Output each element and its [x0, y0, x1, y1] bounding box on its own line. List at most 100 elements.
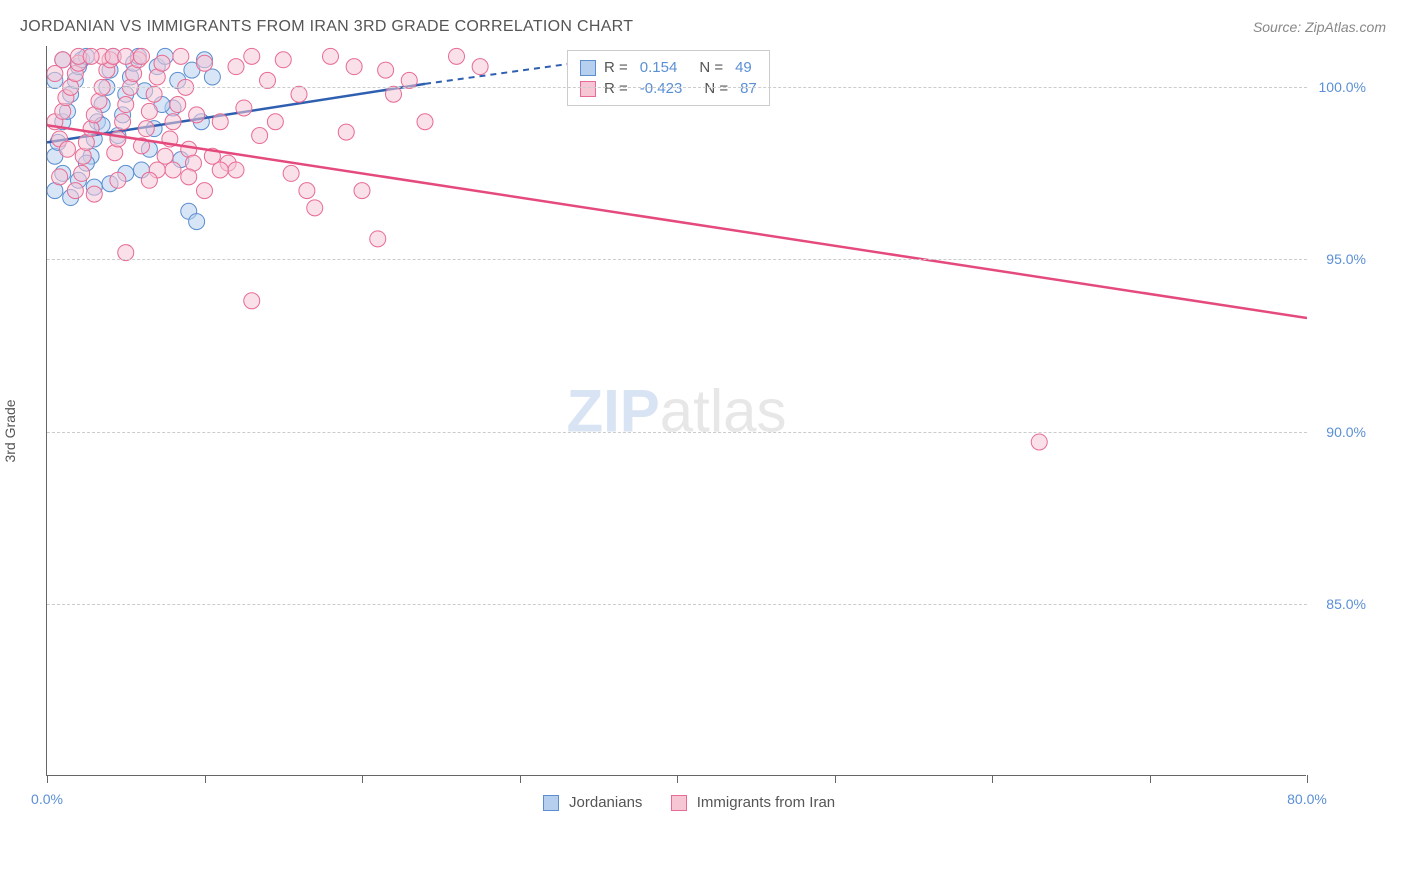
xtick — [1150, 775, 1151, 783]
scatter-point-iran — [386, 86, 402, 102]
xtick — [520, 775, 521, 783]
scatter-point-iran — [346, 59, 362, 75]
ytick-label: 100.0% — [1319, 79, 1366, 95]
scatter-point-iran — [260, 72, 276, 88]
scatter-point-iran — [1031, 434, 1047, 450]
scatter-point-iran — [141, 172, 157, 188]
scatter-point-iran — [115, 114, 131, 130]
legend-row-jordanians: R = 0.154 N = 49 — [580, 57, 757, 78]
scatter-point-iran — [86, 186, 102, 202]
scatter-point-iran — [141, 103, 157, 119]
scatter-point-iran — [472, 59, 488, 75]
scatter-point-iran — [417, 114, 433, 130]
scatter-point-iran — [323, 48, 339, 64]
scatter-point-iran — [401, 72, 417, 88]
scatter-point-iran — [165, 162, 181, 178]
xtick — [362, 775, 363, 783]
chart-source: Source: ZipAtlas.com — [1253, 19, 1386, 35]
xtick — [835, 775, 836, 783]
xtick — [1307, 775, 1308, 783]
r-value-iran: -0.423 — [640, 80, 683, 97]
xtick — [677, 775, 678, 783]
plot-area: ZIPatlas R = 0.154 N = 49 R = -0.423 N =… — [46, 46, 1306, 776]
gridline-h — [47, 259, 1307, 260]
scatter-point-iran — [370, 231, 386, 247]
scatter-point-iran — [181, 169, 197, 185]
scatter-point-iran — [236, 100, 252, 116]
scatter-point-iran — [170, 97, 186, 113]
scatter-point-iran — [74, 165, 90, 181]
xtick — [205, 775, 206, 783]
scatter-point-iran — [449, 48, 465, 64]
ytick-label: 95.0% — [1326, 251, 1366, 267]
scatter-point-iran — [228, 59, 244, 75]
scatter-point-iran — [275, 52, 291, 68]
scatter-point-iran — [244, 48, 260, 64]
scatter-point-iran — [118, 97, 134, 113]
r-value-jordanians: 0.154 — [640, 59, 678, 76]
chart-header: JORDANIAN VS IMMIGRANTS FROM IRAN 3RD GR… — [0, 0, 1406, 46]
scatter-point-iran — [244, 293, 260, 309]
xtick — [992, 775, 993, 783]
chart-title: JORDANIAN VS IMMIGRANTS FROM IRAN 3RD GR… — [20, 18, 633, 36]
y-axis-title: 3rd Grade — [2, 399, 18, 462]
scatter-point-iran — [378, 62, 394, 78]
r-label: R = — [604, 59, 628, 76]
swatch-iran-bottom — [671, 795, 687, 811]
bottom-legend: Jordanians Immigrants from Iran — [47, 794, 1307, 811]
swatch-jordanians-bottom — [543, 795, 559, 811]
scatter-point-iran — [110, 172, 126, 188]
ytick-label: 90.0% — [1326, 424, 1366, 440]
n-label: N = — [699, 59, 723, 76]
ytick-label: 85.0% — [1326, 596, 1366, 612]
legend-row-iran: R = -0.423 N = 87 — [580, 78, 757, 99]
scatter-point-iran — [154, 55, 170, 71]
swatch-jordanians — [580, 60, 596, 76]
xtick-label: 80.0% — [1287, 791, 1327, 807]
plot-svg — [47, 46, 1307, 776]
scatter-point-iran — [189, 107, 205, 123]
swatch-iran — [580, 81, 596, 97]
trendline-iran — [47, 125, 1307, 318]
scatter-point-iran — [118, 245, 134, 261]
chart-area: 3rd Grade ZIPatlas R = 0.154 N = 49 R = … — [46, 46, 1366, 816]
scatter-point-iran — [197, 55, 213, 71]
scatter-point-iran — [228, 162, 244, 178]
scatter-point-iran — [252, 128, 268, 144]
correlation-legend: R = 0.154 N = 49 R = -0.423 N = 87 — [567, 50, 770, 106]
scatter-point-iran — [91, 93, 107, 109]
legend-label-iran: Immigrants from Iran — [697, 794, 835, 811]
scatter-point-iran — [118, 48, 134, 64]
scatter-point-iran — [110, 131, 126, 147]
n-value-iran: 87 — [740, 80, 757, 97]
scatter-point-iran — [299, 183, 315, 199]
scatter-point-iran — [173, 48, 189, 64]
xtick — [47, 775, 48, 783]
xtick-label: 0.0% — [31, 791, 63, 807]
r-label: R = — [604, 80, 628, 97]
scatter-point-iran — [212, 162, 228, 178]
scatter-point-iran — [354, 183, 370, 199]
scatter-point-iran — [283, 165, 299, 181]
scatter-point-iran — [83, 48, 99, 64]
n-label: N = — [704, 80, 728, 97]
gridline-h — [47, 432, 1307, 433]
scatter-point-iran — [52, 169, 68, 185]
scatter-point-iran — [59, 141, 75, 157]
scatter-point-iran — [291, 86, 307, 102]
scatter-point-iran — [307, 200, 323, 216]
scatter-point-iran — [134, 48, 150, 64]
gridline-h — [47, 87, 1307, 88]
scatter-point-iran — [107, 145, 123, 161]
scatter-point-iran — [267, 114, 283, 130]
scatter-point-jordanians — [189, 214, 205, 230]
scatter-point-iran — [138, 121, 154, 137]
scatter-point-iran — [146, 86, 162, 102]
scatter-point-iran — [47, 66, 63, 82]
scatter-point-iran — [197, 183, 213, 199]
scatter-point-iran — [83, 121, 99, 137]
scatter-point-iran — [75, 148, 91, 164]
scatter-point-iran — [338, 124, 354, 140]
scatter-point-iran — [55, 103, 71, 119]
n-value-jordanians: 49 — [735, 59, 752, 76]
